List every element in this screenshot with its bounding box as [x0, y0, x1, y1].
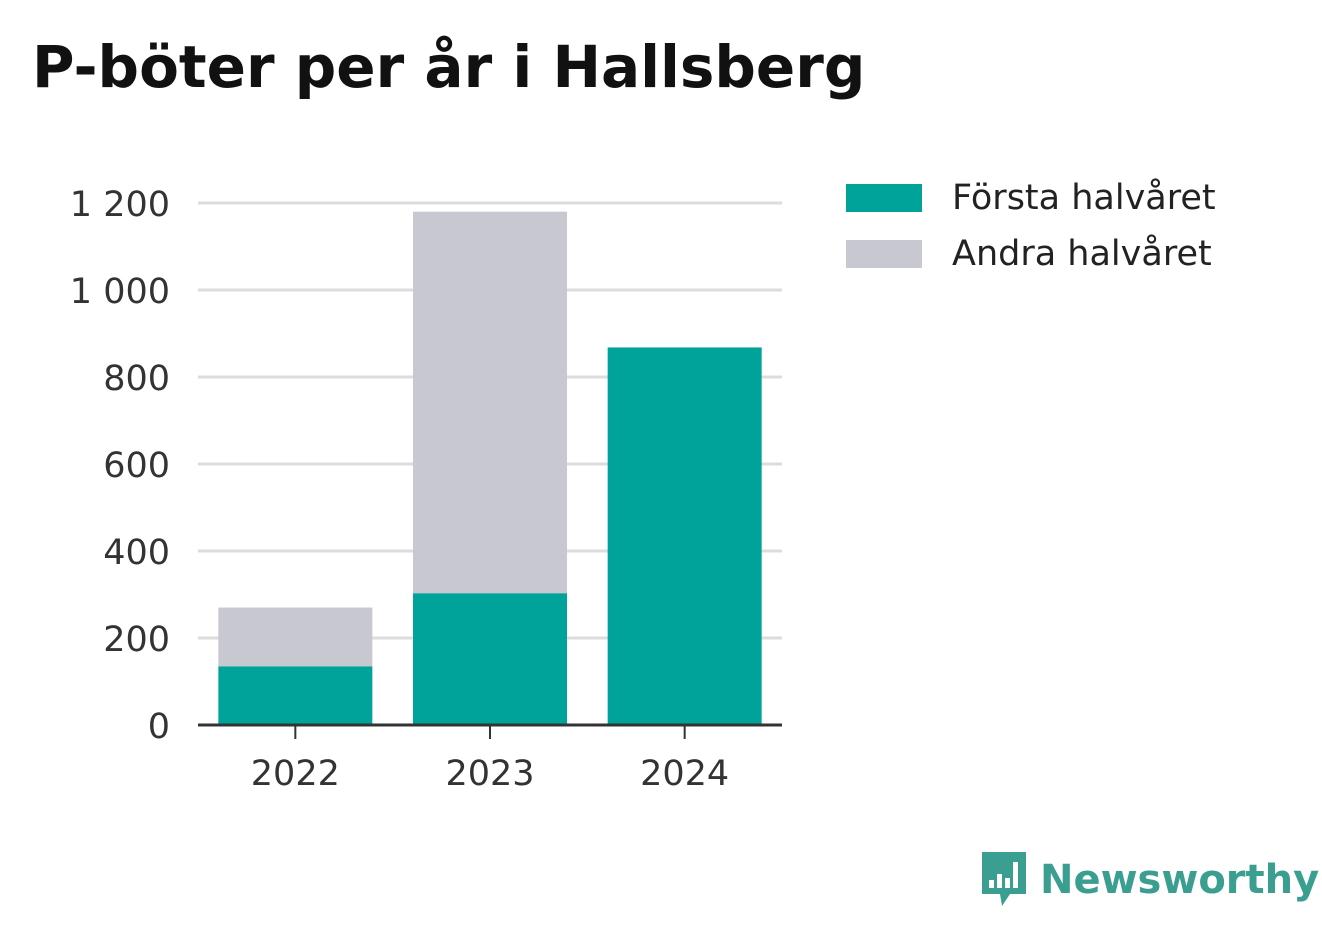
- x-tick-label: 2023: [445, 754, 534, 794]
- y-tick-label: 600: [103, 446, 170, 486]
- legend: Första halvåret Andra halvåret: [846, 170, 1216, 282]
- newsworthy-logo-icon: [982, 852, 1026, 906]
- y-tick-label: 1 000: [70, 272, 170, 312]
- bar-segment: [218, 666, 373, 725]
- y-tick-label: 800: [103, 359, 170, 399]
- y-tick-label: 400: [103, 533, 170, 573]
- brand-name: Newsworthy: [1040, 857, 1320, 903]
- bar-segment: [413, 211, 567, 594]
- bar-segment: [218, 607, 373, 667]
- y-tick-label: 200: [103, 620, 170, 660]
- legend-swatch-first-half: [846, 184, 922, 212]
- x-tick-label: 2022: [251, 754, 340, 794]
- x-tick-label: 2024: [640, 754, 729, 794]
- legend-label-second-half: Andra halvåret: [952, 234, 1212, 274]
- bar-segment: [413, 593, 567, 725]
- legend-item-first-half: Första halvåret: [846, 170, 1216, 226]
- bar-segment: [607, 347, 762, 725]
- chart-title: P-böter per år i Hallsberg: [32, 33, 866, 101]
- brand-logo: Newsworthy: [980, 850, 1319, 910]
- y-tick-label: 0: [148, 707, 170, 747]
- legend-label-first-half: Första halvåret: [952, 178, 1216, 218]
- legend-item-second-half: Andra halvåret: [846, 226, 1216, 282]
- legend-swatch-second-half: [846, 240, 922, 268]
- y-tick-label: 1 200: [70, 185, 170, 225]
